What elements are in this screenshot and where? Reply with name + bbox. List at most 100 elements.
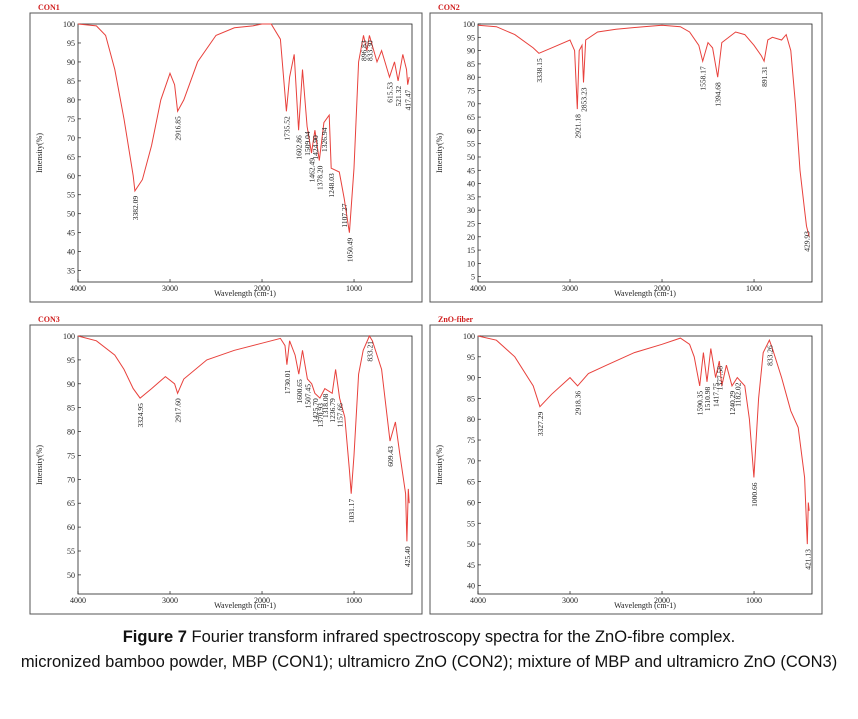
x-tick-label: 1000 [746,596,762,605]
peak-label: 1378.20 [315,165,324,190]
y-tick-label: 95 [467,353,475,362]
peak-label: 521.32 [394,86,403,107]
y-axis-label: Intensity(%) [435,445,444,485]
y-tick-label: 100 [63,20,75,29]
panel-title: ZnO-fiber [438,315,474,324]
panel-frame [29,12,423,303]
panel: CON1 Wavelength (cm-1) Intensity(%) 35 40 45 5… [29,3,423,303]
peak-label: 3327.29 [536,411,545,436]
x-tick-label: 4000 [70,596,86,605]
y-tick-label: 50 [467,540,475,549]
y-tick-label: 45 [467,166,475,175]
peak-label: 2853.23 [580,87,589,112]
peak-label: 1510.98 [703,387,712,412]
x-tick-label: 1000 [346,284,362,293]
x-tick-label: 3000 [162,596,178,605]
peak-label: 896.83 [360,40,369,61]
peak-label: 3338.15 [535,58,544,83]
peak-label: 1735.52 [282,116,291,141]
spectrum-line [77,334,410,542]
peak-label: 2916.85 [174,116,183,141]
y-tick-label: 100 [463,20,475,29]
y-tick-label: 50 [67,210,75,219]
peak-label: 425.40 [403,546,412,567]
y-tick-label: 85 [67,404,75,413]
peak-label: 1417.75 [712,382,721,407]
y-tick-label: 15 [467,246,475,255]
x-tick-label: 2000 [254,596,270,605]
y-tick-label: 75 [467,436,475,445]
y-tick-label: 40 [467,582,475,591]
y-tick-label: 75 [67,451,75,460]
peak-label: 2917.60 [174,398,183,423]
y-tick-label: 95 [467,33,475,42]
peak-label: 833.26 [765,345,774,366]
y-axis-label: Intensity(%) [435,133,444,173]
spectrum-line [477,335,810,545]
peak-label: 1318.08 [321,393,330,418]
peak-label: 1240.29 [728,391,737,416]
y-tick-label: 75 [467,86,475,95]
y-tick-label: 80 [67,428,75,437]
peak-label: 1157.66 [336,403,345,427]
y-tick-label: 60 [67,523,75,532]
y-tick-label: 75 [67,115,75,124]
peak-label: 1424.90 [311,135,320,160]
y-tick-label: 90 [67,58,75,67]
figure: CON1 Wavelength (cm-1) Intensity(%) 35 40 45 5… [29,3,823,615]
x-tick-label: 1000 [346,596,362,605]
peak-label: 1600.65 [295,379,304,404]
x-axis-label: Wavelength (cm-1) [214,601,276,610]
y-tick-label: 50 [467,153,475,162]
x-axis-label: Wavelength (cm-1) [214,289,276,298]
panel-title: CON3 [38,315,60,324]
x-tick-label: 2000 [254,284,270,293]
y-tick-label: 55 [467,140,475,149]
peak-label: 1590.35 [696,391,705,416]
peak-label: 1236.79 [328,398,337,423]
y-tick-label: 55 [67,547,75,556]
y-tick-label: 25 [467,219,475,228]
y-axis-label: Intensity(%) [35,445,44,485]
y-tick-label: 65 [67,153,75,162]
y-axis-label: Intensity(%) [35,133,44,173]
y-tick-label: 45 [67,229,75,238]
y-tick-label: 40 [67,248,75,257]
y-tick-label: 5 [471,273,475,282]
caption-note: micronized bamboo powder, MBP (CON1); ul… [20,653,838,671]
y-tick-label: 90 [67,380,75,389]
peak-label: 2918.36 [574,391,583,416]
peak-label: 429.93 [803,231,812,252]
caption: Figure 7 Fourier transform infrared spec… [10,625,848,675]
x-tick-label: 2000 [654,596,670,605]
peak-label: 1182.02 [733,382,742,406]
panel-frame [29,324,423,615]
y-tick-label: 85 [67,77,75,86]
peak-label: 421.13 [803,549,812,570]
panel: CON2 Wavelength (cm-1) Intensity(%) 5 10 15 20… [429,3,823,303]
peak-label: 1370.93 [316,403,325,428]
y-tick-label: 70 [467,100,475,109]
peak-label: 1394.68 [714,82,723,107]
y-tick-label: 70 [67,134,75,143]
panel-frame [429,12,823,303]
peak-label: 1050.49 [345,237,354,262]
spectrum-line [477,24,810,237]
peak-label: 1000.66 [750,482,759,507]
y-tick-label: 70 [467,457,475,466]
y-tick-label: 65 [67,499,75,508]
peak-label: 1602.86 [295,135,304,160]
y-tick-label: 60 [467,498,475,507]
y-tick-label: 80 [467,73,475,82]
peak-label: 3382.09 [131,196,140,221]
y-tick-label: 40 [467,180,475,189]
peak-label: 2921.18 [573,114,582,139]
x-axis-label: Wavelength (cm-1) [614,289,676,298]
y-tick-label: 95 [67,356,75,365]
y-tick-label: 35 [67,267,75,276]
y-tick-label: 90 [467,374,475,383]
peak-label: 1509.04 [303,131,312,156]
x-tick-label: 3000 [162,284,178,293]
x-tick-label: 4000 [470,596,486,605]
